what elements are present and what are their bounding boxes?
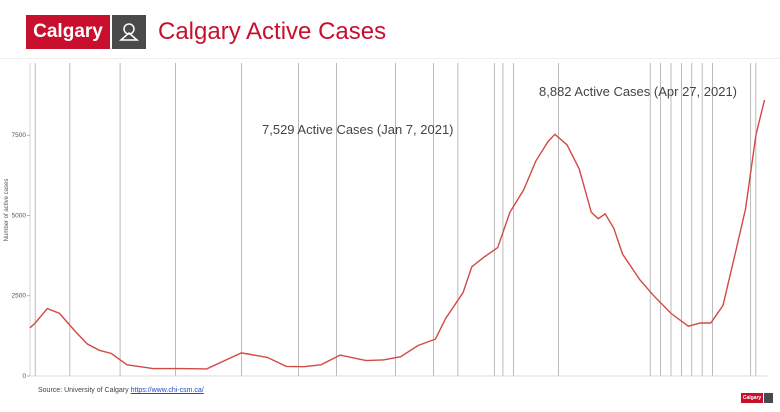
source-note: Source: University of Calgary https://ww…	[38, 387, 204, 394]
header: Calgary Calgary Active Cases	[0, 0, 780, 60]
y-tick-label-3: 7500	[12, 132, 27, 139]
y-tick-label-1: 2500	[12, 293, 27, 300]
event-markers	[34, 63, 757, 376]
y-axis-label: Number of active cases	[4, 179, 10, 242]
crest-icon	[112, 15, 146, 49]
calgary-logo: Calgary	[26, 15, 110, 49]
corner-crest-icon	[764, 393, 773, 403]
corner-logo-text: Calgary	[741, 393, 763, 403]
source-link[interactable]: https://www.chi-csm.ca/	[130, 387, 204, 394]
line-chart: 0 2500 5000 7500 Number of active cases 7,5…	[4, 63, 768, 380]
y-ticks: 0 2500 5000 7500	[12, 132, 30, 380]
annotation-peak-jan: 7,529 Active Cases (Jan 7, 2021)	[262, 122, 454, 137]
header-divider	[0, 58, 780, 59]
y-tick-label-0: 0	[22, 373, 26, 380]
page-title: Calgary Active Cases	[158, 18, 387, 45]
logo-text: Calgary	[33, 21, 103, 42]
corner-logo: Calgary	[741, 393, 773, 403]
y-tick-label-2: 5000	[12, 212, 27, 219]
annotation-peak-apr: 8,882 Active Cases (Apr 27, 2021)	[539, 84, 737, 99]
active-cases-line	[29, 99, 766, 370]
source-text: Source: University of Calgary	[38, 387, 129, 394]
